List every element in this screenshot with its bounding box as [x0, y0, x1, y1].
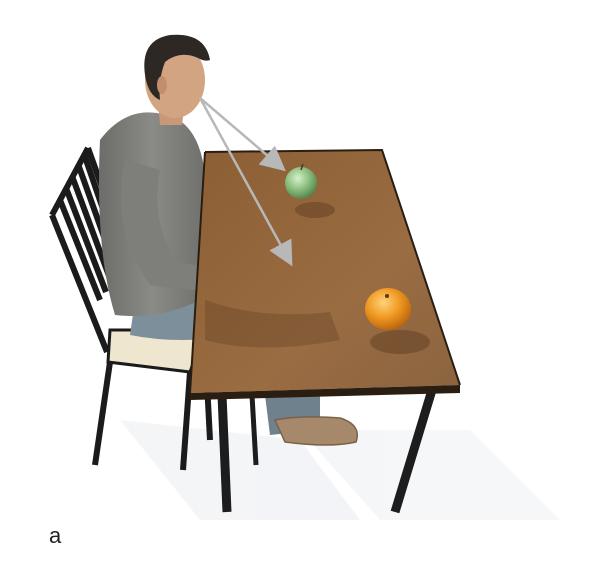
- gaze-arrows: [198, 97, 293, 267]
- table-top: [190, 150, 460, 393]
- hair: [144, 34, 210, 100]
- arrow-icon: [198, 97, 293, 267]
- boot: [273, 416, 358, 446]
- floor-shadows: [120, 420, 560, 520]
- orange: [365, 288, 411, 330]
- arrow-icon: [199, 97, 286, 172]
- apple: [285, 163, 317, 199]
- panel-label: a: [49, 523, 62, 548]
